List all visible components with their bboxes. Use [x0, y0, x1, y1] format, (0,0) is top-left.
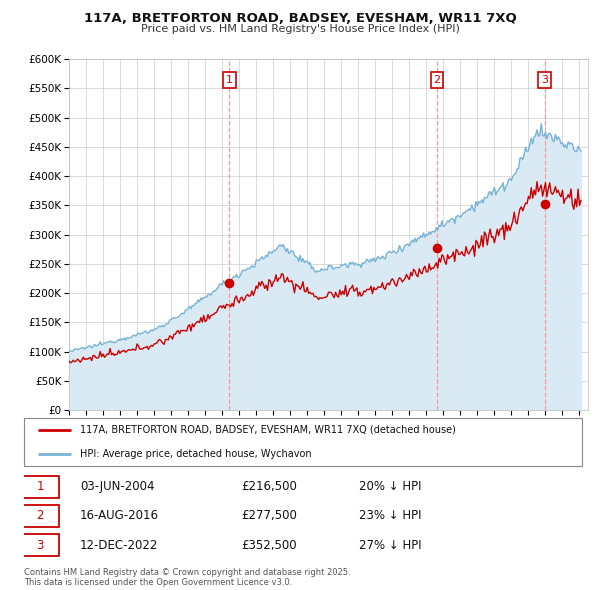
Text: 2: 2	[37, 509, 44, 523]
Text: 1: 1	[226, 75, 233, 85]
Text: 117A, BRETFORTON ROAD, BADSEY, EVESHAM, WR11 7XQ (detached house): 117A, BRETFORTON ROAD, BADSEY, EVESHAM, …	[80, 425, 455, 435]
Text: £352,500: £352,500	[242, 539, 297, 552]
Text: £216,500: £216,500	[242, 480, 298, 493]
FancyBboxPatch shape	[21, 505, 59, 527]
Text: Contains HM Land Registry data © Crown copyright and database right 2025.
This d: Contains HM Land Registry data © Crown c…	[24, 568, 350, 587]
FancyBboxPatch shape	[21, 476, 59, 498]
FancyBboxPatch shape	[24, 418, 582, 466]
FancyBboxPatch shape	[21, 535, 59, 556]
Text: HPI: Average price, detached house, Wychavon: HPI: Average price, detached house, Wych…	[80, 449, 311, 459]
Text: 27% ↓ HPI: 27% ↓ HPI	[359, 539, 421, 552]
Text: £277,500: £277,500	[242, 509, 298, 523]
Text: 117A, BRETFORTON ROAD, BADSEY, EVESHAM, WR11 7XQ: 117A, BRETFORTON ROAD, BADSEY, EVESHAM, …	[83, 12, 517, 25]
Text: 16-AUG-2016: 16-AUG-2016	[80, 509, 159, 523]
Text: Price paid vs. HM Land Registry's House Price Index (HPI): Price paid vs. HM Land Registry's House …	[140, 24, 460, 34]
Text: 20% ↓ HPI: 20% ↓ HPI	[359, 480, 421, 493]
Text: 23% ↓ HPI: 23% ↓ HPI	[359, 509, 421, 523]
Text: 3: 3	[37, 539, 44, 552]
Text: 1: 1	[37, 480, 44, 493]
Text: 12-DEC-2022: 12-DEC-2022	[80, 539, 158, 552]
Text: 03-JUN-2004: 03-JUN-2004	[80, 480, 154, 493]
Text: 3: 3	[541, 75, 548, 85]
Text: 2: 2	[433, 75, 440, 85]
